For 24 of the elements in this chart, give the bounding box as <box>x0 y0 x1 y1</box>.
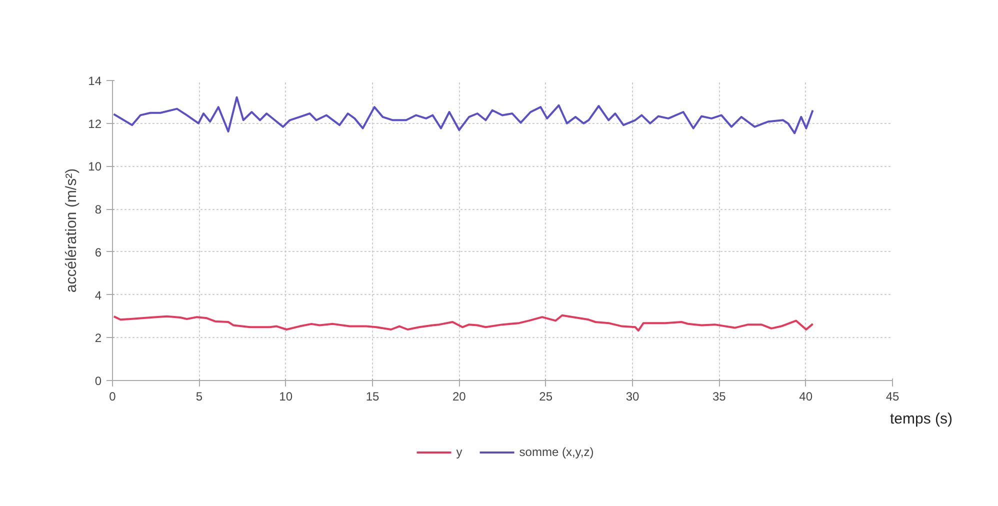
x-tick-label: 35 <box>712 390 726 404</box>
x-tick-label: 25 <box>539 390 553 404</box>
y-tick-label: 4 <box>94 288 102 302</box>
line-series <box>112 314 814 332</box>
x-tick-label: 0 <box>109 390 116 404</box>
x-tick-label: 10 <box>279 390 293 404</box>
x-tick-label: 40 <box>799 390 813 404</box>
y-tick-label: 6 <box>94 245 102 260</box>
line-series <box>112 96 814 134</box>
y-tick-label: 12 <box>88 116 102 131</box>
legend-label: somme (x,y,z) <box>519 445 594 459</box>
x-tick-label: 15 <box>366 390 380 404</box>
x-axis-title: temps (s) <box>890 410 953 428</box>
legend-label: y <box>456 445 464 459</box>
y-tick-label: 10 <box>88 160 102 174</box>
x-tick-label: 20 <box>452 390 466 404</box>
y-axis-title: accélération (m/s²) <box>63 168 80 293</box>
x-tick-label: 45 <box>886 390 900 404</box>
y-tick-label: 14 <box>88 74 102 88</box>
x-tick-label: 5 <box>196 390 203 404</box>
x-tick-label: 30 <box>626 390 640 404</box>
y-tick-label: 8 <box>94 202 102 217</box>
y-tick-label: 0 <box>94 374 102 388</box>
y-tick-label: 2 <box>94 331 102 346</box>
